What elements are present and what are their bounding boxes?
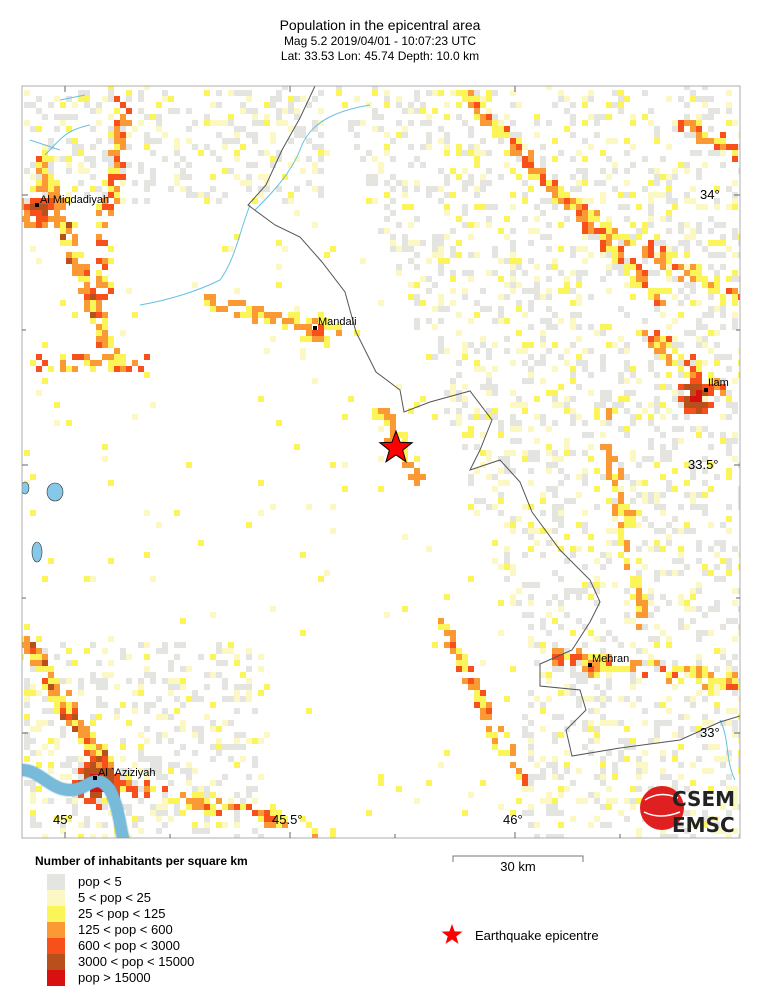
legend-swatch <box>47 874 65 890</box>
scale-bar <box>452 855 584 862</box>
logo-text: EMSC <box>672 813 735 837</box>
epicentre-legend-label: Earthquake epicentre <box>475 928 599 943</box>
scale-label: 30 km <box>500 859 536 874</box>
event-info: Mag 5.2 2019/04/01 - 10:07:23 UTC <box>283 34 477 48</box>
lat-tick-label: 33° <box>700 725 720 740</box>
legend-item: 600 < pop < 3000 <box>47 938 347 954</box>
lake <box>31 541 43 563</box>
legend-label: 125 < pop < 600 <box>78 922 173 937</box>
legend-swatch <box>47 890 65 906</box>
event-location: Lat: 33.53 Lon: 45.74 Depth: 10.0 km <box>280 49 480 63</box>
lon-tick-label: 46° <box>503 812 523 827</box>
city-label: Al Miqdadiyah <box>40 194 109 206</box>
city-al-miqdadiyah[interactable]: Al Miqdadiyah <box>35 194 109 207</box>
legend-swatch <box>47 906 65 922</box>
legend-item: pop < 5 <box>47 874 347 890</box>
lat-tick-label: 33.5° <box>688 457 719 472</box>
legend-title: Number of inhabitants per square km <box>35 854 248 868</box>
population-cells <box>22 86 740 838</box>
legend-item: pop > 15000 <box>47 970 347 986</box>
legend-swatch <box>47 954 65 970</box>
country-border <box>247 86 740 757</box>
map-frame <box>21 85 741 839</box>
legend-label: 5 < pop < 25 <box>78 890 152 905</box>
legend-item: 3000 < pop < 15000 <box>47 954 347 970</box>
stream <box>29 94 736 781</box>
legend-swatch <box>47 922 65 938</box>
city-mandali[interactable]: Mandali <box>313 316 357 330</box>
legend-label: 3000 < pop < 15000 <box>78 954 195 969</box>
legend-swatch <box>47 938 65 954</box>
city-label: Ilam <box>708 377 729 389</box>
lake <box>22 481 30 495</box>
legend-swatch <box>47 970 65 986</box>
city-ilam[interactable]: Ilam <box>704 377 729 392</box>
lat-tick-label: 34° <box>700 187 720 202</box>
city-mehran[interactable]: Mehran <box>588 653 629 667</box>
city-label: Mandali <box>318 316 357 328</box>
lake <box>46 482 64 502</box>
lon-tick-label: 45° <box>53 812 73 827</box>
city-label: Al `Aziziyah <box>98 767 155 779</box>
legend-item: 25 < pop < 125 <box>47 906 347 922</box>
lon-tick-label: 45.5° <box>272 812 303 827</box>
epicentre-star-icon <box>378 429 414 463</box>
map-title: Population in the epicentral area <box>279 17 481 33</box>
legend-label: 25 < pop < 125 <box>78 906 166 921</box>
legend-label: pop < 5 <box>78 874 122 889</box>
city-al-aziziyah[interactable]: Al `Aziziyah <box>93 767 155 780</box>
river <box>22 763 131 838</box>
legend-item: 5 < pop < 25 <box>47 890 347 906</box>
logo-text: CSEM <box>672 787 735 811</box>
emsc-logo: CSEM EMSC <box>640 786 735 837</box>
legend-label: pop > 15000 <box>78 970 151 985</box>
city-label: Mehran <box>592 653 629 665</box>
river <box>22 764 130 838</box>
legend-star-icon <box>441 924 463 944</box>
legend-item: 125 < pop < 600 <box>47 922 347 938</box>
legend-label: 600 < pop < 3000 <box>78 938 180 953</box>
